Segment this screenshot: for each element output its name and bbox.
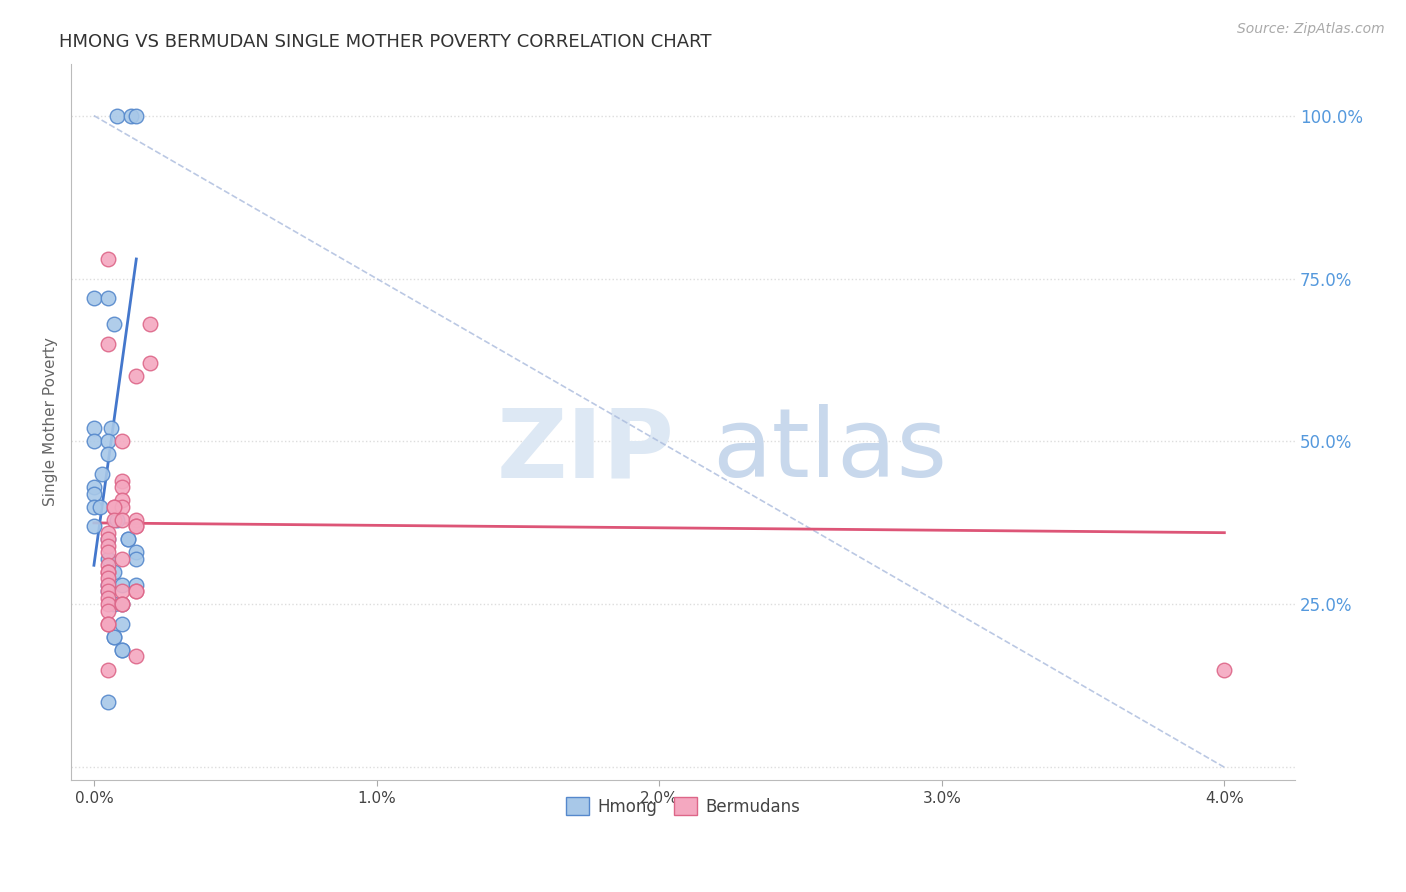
Text: ZIP: ZIP bbox=[496, 404, 675, 497]
Point bbox=[120, 109, 142, 123]
Point bbox=[83, 519, 105, 533]
Point bbox=[103, 630, 125, 644]
Point bbox=[103, 500, 125, 514]
Point bbox=[97, 532, 120, 546]
Point bbox=[111, 643, 134, 657]
Point bbox=[111, 513, 134, 527]
Point bbox=[103, 630, 125, 644]
Point bbox=[89, 500, 111, 514]
Point bbox=[97, 532, 120, 546]
Point bbox=[111, 598, 134, 612]
Point bbox=[83, 486, 105, 500]
Point bbox=[97, 565, 120, 579]
Point bbox=[83, 434, 105, 449]
Point bbox=[97, 545, 120, 559]
Point bbox=[117, 532, 139, 546]
Point bbox=[125, 584, 148, 599]
Point bbox=[125, 369, 148, 384]
Point bbox=[103, 500, 125, 514]
Point bbox=[97, 695, 120, 709]
Point bbox=[83, 500, 105, 514]
Point bbox=[97, 616, 120, 631]
Y-axis label: Single Mother Poverty: Single Mother Poverty bbox=[44, 337, 58, 507]
Point bbox=[103, 598, 125, 612]
Point bbox=[111, 474, 134, 488]
Point bbox=[125, 551, 148, 566]
Point bbox=[97, 252, 120, 266]
Point bbox=[97, 584, 120, 599]
Point bbox=[97, 598, 120, 612]
Point bbox=[111, 598, 134, 612]
Point bbox=[97, 616, 120, 631]
Point bbox=[125, 513, 148, 527]
Point bbox=[111, 578, 134, 592]
Point bbox=[111, 434, 134, 449]
Point bbox=[125, 578, 148, 592]
Point bbox=[125, 519, 148, 533]
Point bbox=[125, 584, 148, 599]
Point bbox=[97, 434, 120, 449]
Point bbox=[97, 558, 120, 573]
Point bbox=[111, 500, 134, 514]
Point bbox=[97, 565, 120, 579]
Point bbox=[125, 545, 148, 559]
Point bbox=[97, 336, 120, 351]
Point bbox=[125, 519, 148, 533]
Point bbox=[97, 571, 120, 585]
Point bbox=[103, 513, 125, 527]
Point bbox=[97, 525, 120, 540]
Point bbox=[105, 513, 128, 527]
Text: atlas: atlas bbox=[713, 404, 948, 497]
Point bbox=[117, 532, 139, 546]
Point bbox=[111, 643, 134, 657]
Point bbox=[111, 551, 134, 566]
Point bbox=[97, 591, 120, 605]
Point bbox=[105, 109, 128, 123]
Point bbox=[139, 317, 162, 331]
Point bbox=[139, 356, 162, 370]
Point bbox=[91, 467, 114, 481]
Point bbox=[97, 663, 120, 677]
Point bbox=[97, 584, 120, 599]
Point bbox=[111, 584, 134, 599]
Point bbox=[1213, 663, 1236, 677]
Point bbox=[125, 109, 148, 123]
Point bbox=[83, 291, 105, 305]
Point bbox=[83, 480, 105, 494]
Point bbox=[125, 649, 148, 664]
Text: Source: ZipAtlas.com: Source: ZipAtlas.com bbox=[1237, 22, 1385, 37]
Point bbox=[100, 421, 122, 435]
Point bbox=[103, 565, 125, 579]
Point bbox=[97, 604, 120, 618]
Point bbox=[97, 291, 120, 305]
Text: HMONG VS BERMUDAN SINGLE MOTHER POVERTY CORRELATION CHART: HMONG VS BERMUDAN SINGLE MOTHER POVERTY … bbox=[59, 33, 711, 51]
Point bbox=[111, 480, 134, 494]
Point bbox=[83, 421, 105, 435]
Point bbox=[97, 448, 120, 462]
Point bbox=[111, 493, 134, 508]
Point bbox=[103, 317, 125, 331]
Point bbox=[97, 539, 120, 553]
Point bbox=[111, 598, 134, 612]
Point bbox=[97, 578, 120, 592]
Legend: Hmong, Bermudans: Hmong, Bermudans bbox=[555, 787, 810, 826]
Point bbox=[97, 551, 120, 566]
Point bbox=[97, 578, 120, 592]
Point bbox=[111, 616, 134, 631]
